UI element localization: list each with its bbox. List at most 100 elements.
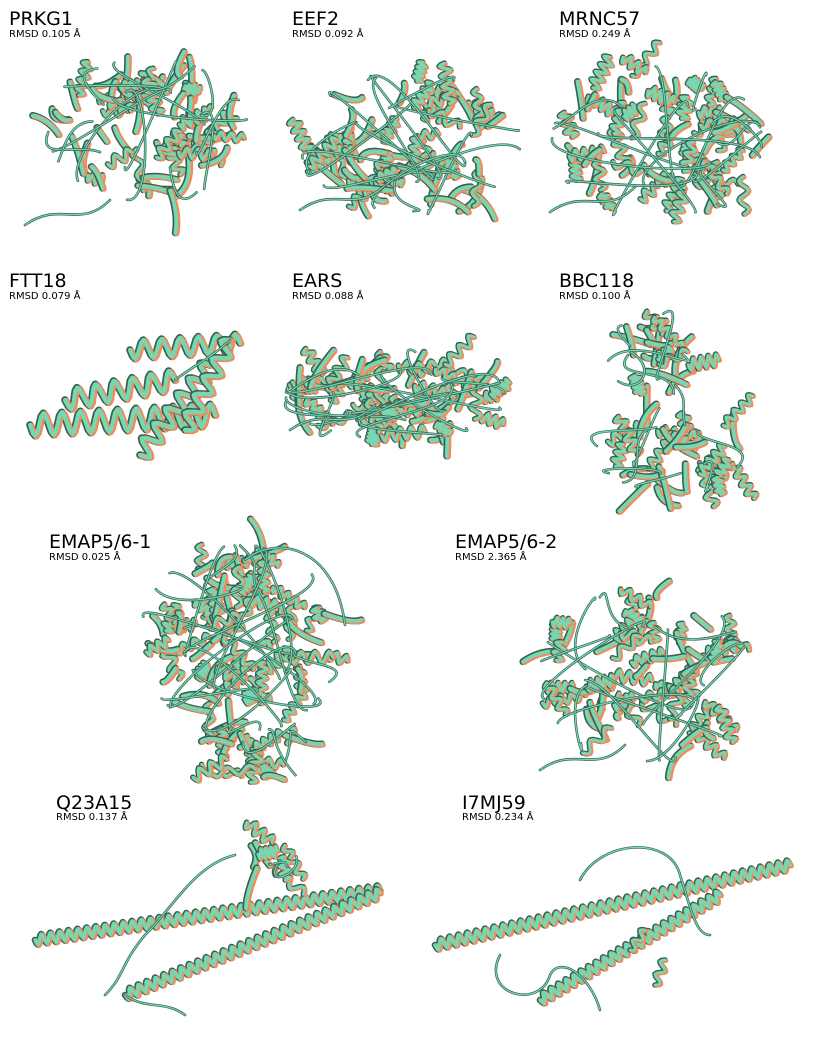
helix-segment: [735, 173, 753, 217]
coil-loop: [392, 104, 520, 132]
helix-segment: [405, 135, 424, 166]
helix-segment: [210, 129, 247, 145]
sheet-segment: [51, 108, 74, 124]
rmsd-value: RMSD 0.249 Å: [559, 29, 631, 40]
sheet-segment: [311, 157, 346, 188]
helix-segment: [588, 53, 616, 92]
coil-loop: [355, 382, 454, 439]
protein-name: MRNC57: [559, 8, 641, 30]
coil-loop: [371, 153, 467, 209]
helix-segment: [611, 413, 645, 458]
coil-loop: [621, 428, 649, 484]
protein-name: Q23A15: [56, 792, 133, 814]
coil-loop: [238, 544, 258, 590]
sheet-segment: [423, 194, 472, 216]
helix-segment: [609, 441, 630, 470]
helix-segment: [242, 819, 277, 845]
coil-loop: [168, 613, 294, 709]
helix-segment: [696, 442, 728, 479]
helix-segment: [727, 460, 760, 502]
helix-segment: [345, 175, 385, 211]
sheet-segment: [662, 421, 691, 455]
helix-segment: [549, 614, 573, 631]
coil-loop: [573, 684, 588, 752]
coil-loop: [285, 368, 403, 400]
helix-segment: [720, 146, 746, 174]
protein-name: I7MJ59: [462, 792, 526, 814]
coil-loop: [655, 309, 675, 381]
helix-segment: [249, 728, 285, 756]
sheet-segment: [710, 111, 752, 136]
coil-loop: [616, 324, 632, 348]
sheet-segment: [580, 146, 604, 169]
coil-loop: [602, 467, 663, 475]
coil-tail: [538, 743, 627, 772]
coil-loop: [672, 96, 746, 188]
helix-mid: [61, 367, 180, 413]
protein-name: FTT18: [9, 270, 67, 292]
coil-loop: [273, 855, 299, 879]
protein-name: EARS: [292, 270, 343, 292]
coil-loop: [168, 166, 198, 201]
coil-loop: [149, 65, 196, 91]
sheet-segment: [340, 166, 363, 182]
helix-segment: [712, 703, 740, 745]
helix-segment: [685, 351, 722, 374]
coil-loop: [194, 98, 240, 156]
protein-structure-image: [283, 332, 513, 460]
coil-loop: [674, 645, 746, 721]
sheet-segment: [667, 120, 692, 142]
sheet-segment: [197, 144, 232, 169]
sheet-segment: [320, 610, 366, 625]
coil-loop: [692, 71, 708, 112]
helix-segment: [279, 842, 309, 882]
coil-loop: [372, 76, 421, 184]
sheet-segment: [166, 186, 181, 237]
protein-structure-image: [141, 515, 366, 785]
helix-segment: [153, 127, 183, 162]
helix-segment: [686, 704, 713, 737]
coil-loop: [699, 641, 744, 687]
rmsd-value: RMSD 2.365 Å: [455, 552, 527, 563]
coil-loop: [45, 130, 102, 154]
sheet-segment: [652, 577, 674, 602]
protein-name: EMAP5/6-2: [455, 531, 558, 553]
coil-loop: [168, 571, 281, 680]
coil-loop: [540, 620, 646, 701]
helix-segment: [190, 753, 230, 784]
coil-loop: [183, 646, 283, 728]
sheet-segment: [573, 78, 588, 122]
helix-segment: [308, 604, 330, 625]
protein-structure-image: [285, 59, 522, 223]
sheet-segment: [159, 664, 180, 686]
helix-segment: [694, 732, 729, 761]
coil-loop: [556, 693, 695, 725]
sheet-segment: [672, 438, 709, 451]
helix-segment: [285, 116, 316, 154]
coil-loop: [57, 120, 94, 163]
coil-loop: [183, 545, 226, 656]
coil-loop: [550, 137, 712, 170]
coil-loop: [634, 471, 682, 489]
coil-loop: [254, 544, 293, 674]
protein-structure-image: [519, 577, 753, 782]
helix-segment: [644, 84, 678, 108]
coil-loop: [284, 729, 308, 763]
sheet-segment: [722, 93, 765, 128]
coil-loop: [251, 586, 309, 712]
coil-loop: [123, 60, 178, 172]
coil-loop: [699, 170, 727, 208]
coil-loop: [243, 546, 347, 627]
helix-segment: [709, 79, 733, 104]
coil-loop: [494, 953, 602, 1012]
helix-long-upper: [431, 857, 794, 953]
coil-loop: [267, 727, 297, 777]
coil-loop: [366, 74, 467, 167]
helix-segment: [579, 724, 615, 757]
helix-segment: [617, 586, 654, 610]
coil-tail: [548, 185, 637, 214]
protein-name: EMAP5/6-1: [49, 531, 152, 553]
coil-loop: [584, 678, 677, 763]
coil-loop: [166, 616, 294, 708]
protein-structure-image: [548, 39, 773, 225]
